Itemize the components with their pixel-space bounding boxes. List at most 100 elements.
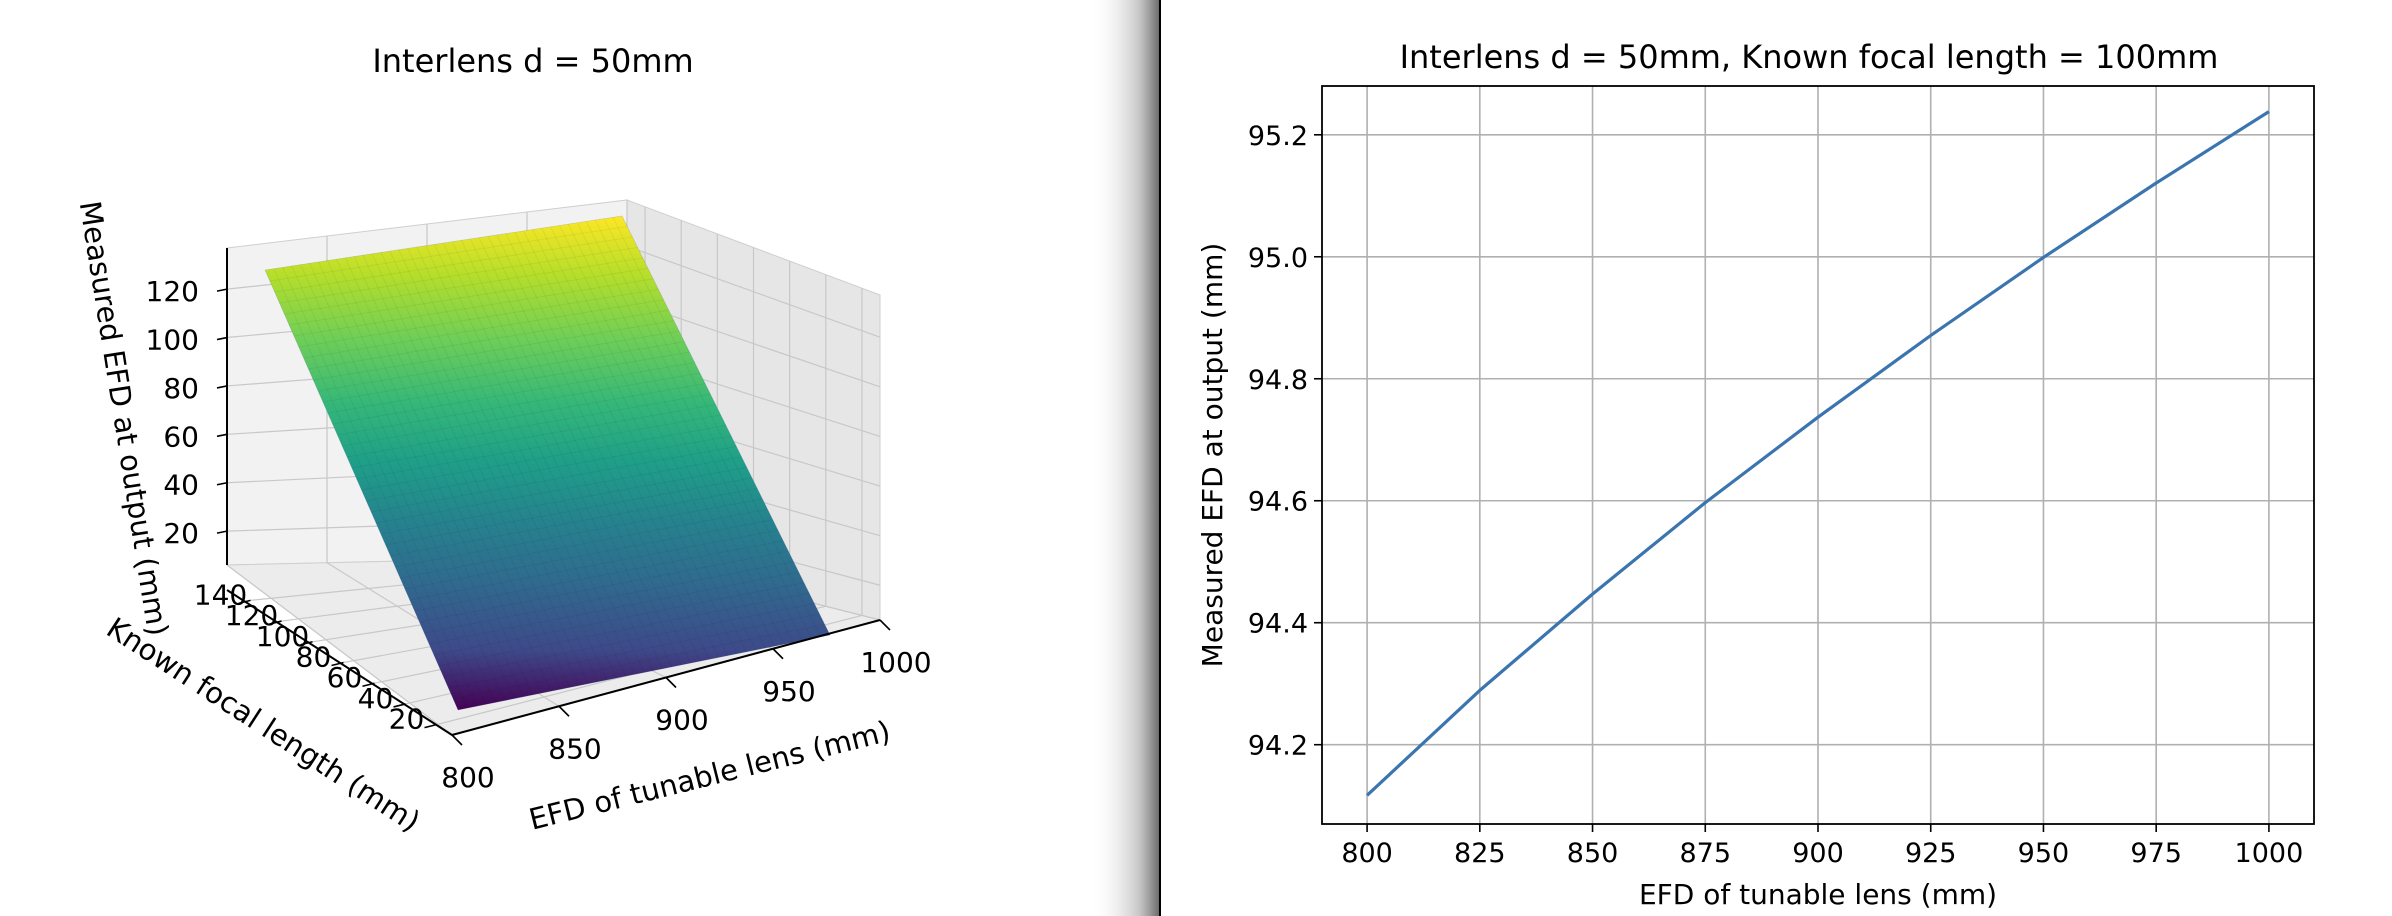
surface-mesh-row (332, 362, 695, 425)
surface-mesh-col (460, 240, 664, 669)
surface-mesh-row (400, 508, 768, 579)
surface-mesh-col (327, 260, 524, 698)
y-tick-label: 94.6 (1248, 487, 1308, 518)
z-side-gridline (626, 245, 881, 338)
surface-mesh-col (273, 268, 468, 709)
series-line (1366, 110, 2270, 797)
y-tick-mark-3d (393, 703, 406, 708)
surface-mesh-col (282, 267, 478, 707)
surface-mesh-row (424, 561, 794, 634)
surface-mesh-row (303, 299, 664, 359)
surface-mesh-col (496, 234, 701, 662)
y-axis-line (226, 589, 453, 736)
z-tick-label-3d: 100 (146, 324, 199, 357)
y-tick-mark-3d (331, 661, 344, 667)
y-tick-label: 94.4 (1248, 609, 1308, 640)
surface-mesh-col (505, 233, 710, 660)
surface-mesh-col (523, 230, 729, 656)
x-tick-label: 825 (1454, 838, 1506, 869)
y-tick-mark-3d (238, 599, 251, 605)
surface-mesh-row (327, 351, 690, 414)
surface-mesh-row (371, 445, 737, 513)
surface-mesh-row (404, 519, 773, 590)
z-tick-label-3d: 120 (146, 275, 199, 308)
y-tick-label: 94.8 (1248, 365, 1308, 396)
plot-area: 800 825 850 875 900 925 950 975 1000 94.2 94.4 94.6… (1248, 86, 2314, 869)
x-tick-label: 950 (2018, 838, 2070, 869)
x-tick-label: 850 (1567, 838, 1619, 869)
x-tick-label-3d: 1000 (860, 646, 931, 679)
surface-mesh-col (541, 227, 747, 653)
surface-mesh-row (313, 320, 675, 381)
surface-mesh-row (419, 550, 789, 623)
x-tick-label: 900 (1792, 838, 1844, 869)
surface-mesh-row (308, 309, 669, 370)
line-x-axis-label: EFD of tunable lens (mm) (1639, 878, 1997, 911)
y-tick-mark-3d (424, 723, 437, 729)
x-tick-label-3d: 800 (441, 761, 494, 794)
surface-mesh-col (568, 223, 775, 647)
surface-mesh-row (361, 425, 727, 491)
z-tick-mark-3d (216, 433, 228, 438)
surface-mesh-col (469, 238, 673, 668)
x-floor-gridline (226, 564, 453, 736)
surface-mesh-row (414, 540, 784, 612)
surface-mesh-col (434, 244, 636, 675)
x-tick-label-3d: 850 (548, 732, 601, 765)
surface-mesh-col (585, 221, 794, 643)
surface-mesh-col (594, 219, 803, 641)
y-tick-mark-3d (269, 620, 282, 625)
surface-mesh-row (284, 257, 643, 315)
z-tick-label-3d: 60 (163, 420, 199, 453)
x-tick-label: 1000 (2235, 838, 2304, 869)
surface-mesh-col (416, 246, 617, 679)
x-tick-label: 925 (1905, 838, 1957, 869)
surface-mesh-row (274, 236, 633, 293)
surface-mesh-row (433, 582, 805, 656)
surface-mesh-row (453, 624, 825, 700)
y-tick-label: 95.2 (1248, 121, 1308, 152)
surface-mesh-col (291, 265, 487, 705)
surface-mesh-col (576, 222, 784, 645)
surface-mesh-col (380, 252, 580, 686)
y-tick-label-3d: 140 (194, 578, 247, 611)
x-tick-mark-3d (879, 619, 891, 631)
surface-mesh-lines (269, 217, 825, 709)
surface-mesh-row (322, 341, 685, 403)
surface-mesh-row (438, 592, 810, 667)
surface-mesh-col (603, 218, 812, 639)
z-tick-mark-3d (216, 385, 228, 389)
surface-chart-title: Interlens d = 50mm (372, 42, 693, 80)
surface-mesh-row (385, 477, 753, 546)
surface-mesh-col (362, 254, 561, 690)
surface-mesh-row (409, 529, 779, 601)
surface-mesh-row (366, 435, 732, 502)
surface-mesh-col (389, 250, 589, 684)
z-tick-mark-3d (216, 336, 228, 341)
y-tick-label-3d: 20 (389, 703, 425, 736)
y-tick-label-3d: 80 (296, 641, 332, 674)
z-tick-mark-3d (216, 530, 228, 534)
surface-chart: Interlens d = 50mm 800 850 900 950 1000 20 40 6… (73, 42, 932, 839)
surface-ticks: 8008509009501000204060801001201402040608… (146, 275, 932, 794)
x-tick-label-3d: 950 (762, 675, 815, 708)
line-chart-title: Interlens d = 50mm, Known focal length =… (1400, 38, 2219, 76)
surface-mesh-row (351, 404, 716, 469)
surface-mesh-col (487, 236, 691, 664)
y-tick-label-3d: 100 (256, 620, 309, 653)
surface-mesh-row (289, 267, 649, 326)
surface-mesh-col (443, 242, 645, 673)
surface-mesh-col (612, 217, 822, 638)
surface-mesh-col (514, 231, 719, 658)
x-tick-mark-3d (558, 705, 570, 717)
x-tick-label-3d: 900 (655, 704, 708, 737)
panel-divider-shadow (1090, 0, 1160, 916)
surface-mesh-col (550, 226, 757, 651)
surface-mesh-row (293, 278, 654, 337)
y-tick-mark-3d (300, 641, 313, 646)
surface-mesh-col (451, 241, 654, 671)
z-tick-label-3d: 40 (163, 469, 199, 502)
x-tick-label: 975 (2130, 838, 2182, 869)
z-tick-mark-3d (216, 481, 228, 486)
z-axis-label: Measured EFD at output (mm) (73, 199, 175, 639)
